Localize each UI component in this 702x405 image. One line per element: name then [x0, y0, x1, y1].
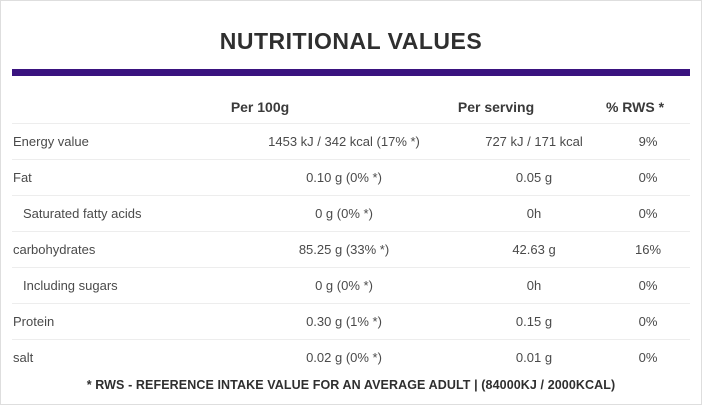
panel-header: NUTRITIONAL VALUES — [1, 1, 701, 69]
table-body: Energy value 1453 kJ / 342 kcal (17% *) … — [1, 123, 701, 375]
nutrient-label: carbohydrates — [13, 242, 96, 257]
per-serving-value: 42.63 g — [512, 242, 556, 257]
nutrient-label: Fat — [13, 170, 32, 185]
per-100g-value: 0.02 g (0% *) — [306, 350, 382, 365]
rws-percent-value: 16% — [634, 242, 662, 257]
column-header-per-serving: Per serving — [457, 99, 535, 115]
accent-divider-bar — [12, 69, 690, 76]
per-100g-value: 0.30 g (1% *) — [306, 314, 382, 329]
column-header-rws: % RWS * — [605, 99, 665, 115]
rws-footnote: * RWS - REFERENCE INTAKE VALUE FOR AN AV… — [86, 378, 616, 392]
page-title: NUTRITIONAL VALUES — [219, 27, 483, 54]
per-100g-value: 1453 kJ / 342 kcal (17% *) — [268, 134, 420, 149]
nutrient-label: Including sugars — [23, 278, 118, 293]
table-row: Protein 0.30 g (1% *) 0.15 g 0% — [12, 303, 690, 339]
per-100g-value: 0 g (0% *) — [315, 278, 373, 293]
rws-percent-value: 0% — [638, 314, 658, 329]
per-serving-value: 0h — [526, 206, 542, 221]
rws-percent-value: 0% — [638, 170, 658, 185]
table-row: Including sugars 0 g (0% *) 0h 0% — [12, 267, 690, 303]
table-row: carbohydrates 85.25 g (33% *) 42.63 g 16… — [12, 231, 690, 267]
rws-percent-value: 0% — [638, 278, 658, 293]
rws-percent-value: 0% — [638, 206, 658, 221]
per-100g-value: 0 g (0% *) — [315, 206, 373, 221]
nutrient-label: salt — [13, 350, 34, 365]
rws-percent-value: 0% — [638, 350, 658, 365]
table-row: Fat 0.10 g (0% *) 0.05 g 0% — [12, 159, 690, 195]
rws-percent-value: 9% — [638, 134, 658, 149]
nutrient-label: Protein — [13, 314, 55, 329]
per-100g-value: 85.25 g (33% *) — [298, 242, 390, 257]
table-header-row: Per 100g Per serving % RWS * — [1, 76, 701, 123]
per-serving-value: 0.05 g — [515, 170, 553, 185]
per-100g-value: 0.10 g (0% *) — [306, 170, 382, 185]
table-row: Saturated fatty acids 0 g (0% *) 0h 0% — [12, 195, 690, 231]
nutrient-label: Saturated fatty acids — [23, 206, 142, 221]
table-row: salt 0.02 g (0% *) 0.01 g 0% — [12, 339, 690, 375]
nutrient-label: Energy value — [13, 134, 89, 149]
per-serving-value: 727 kJ / 171 kcal — [485, 134, 583, 149]
per-serving-value: 0.01 g — [515, 350, 553, 365]
per-serving-value: 0h — [526, 278, 542, 293]
column-header-per-100g: Per 100g — [230, 99, 290, 115]
table-row: Energy value 1453 kJ / 342 kcal (17% *) … — [12, 123, 690, 159]
per-serving-value: 0.15 g — [515, 314, 553, 329]
